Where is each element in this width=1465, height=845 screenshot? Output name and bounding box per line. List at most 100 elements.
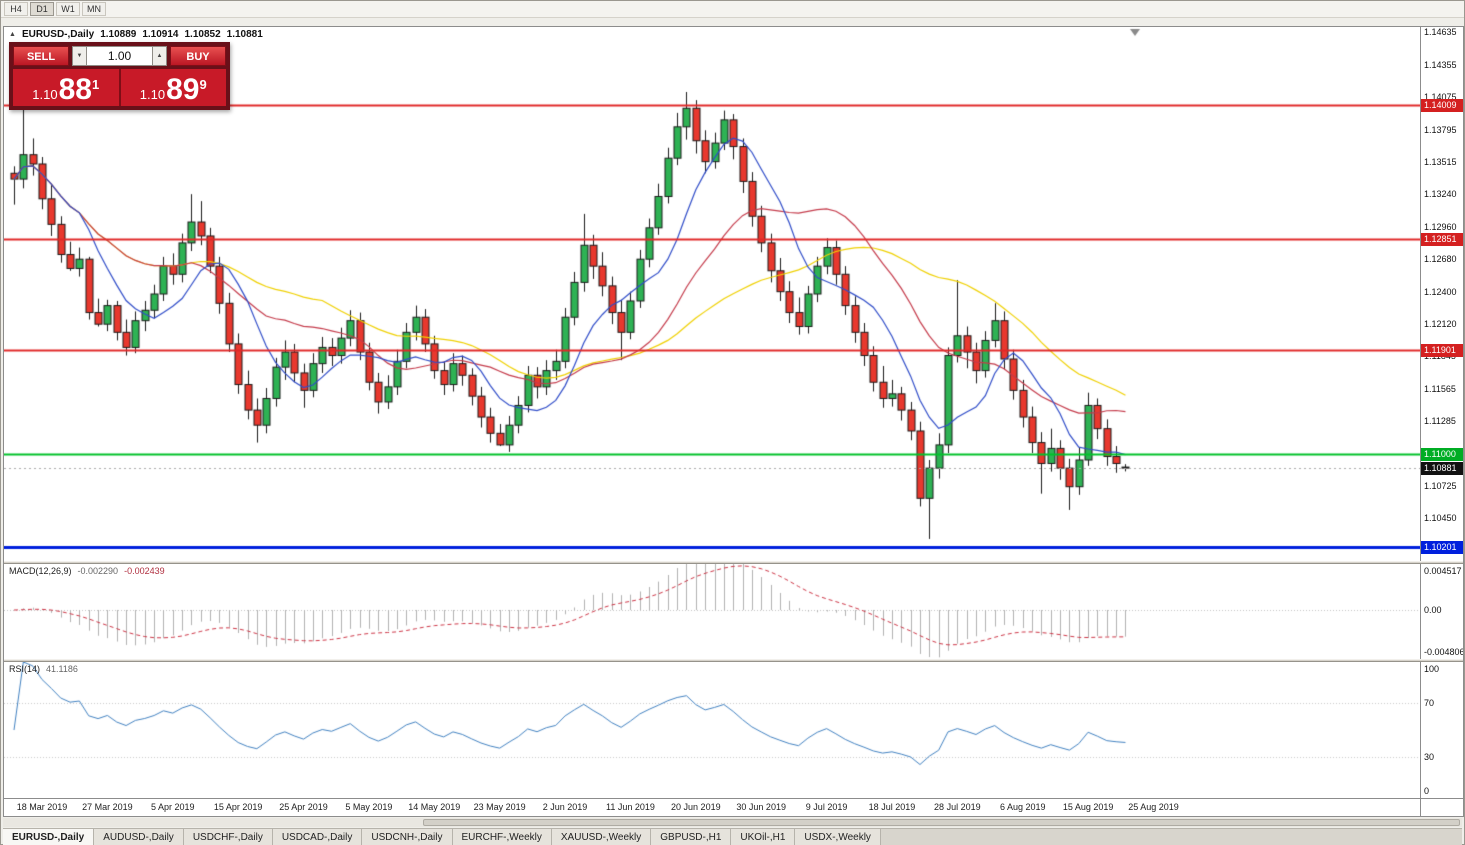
macd-plot[interactable]: MACD(12,26,9) -0.002290 -0.002439 [4, 564, 1420, 659]
price-tag: 1.12851 [1421, 233, 1463, 247]
main-chart-panel: ▲ EURUSD-,Daily 1.10889 1.10914 1.10852 … [4, 27, 1463, 561]
chart-tabbar: EURUSD-,Daily AUDUSD-,Daily USDCHF-,Daily U… [3, 828, 1462, 845]
sell-price-pips: 88 [58, 73, 92, 106]
rsi-scale-label: 30 [1424, 752, 1435, 763]
volume-decrease-button[interactable]: ▼ [72, 46, 87, 66]
time-label: 5 May 2019 [345, 802, 393, 812]
price-tick: 1.10450 [1424, 513, 1457, 524]
chart-tab-usdcad-daily[interactable]: USDCAD-,Daily [272, 829, 363, 845]
timeframe-button-mn[interactable]: MN [82, 2, 106, 16]
scrollbar-thumb[interactable] [423, 819, 1460, 826]
one-click-collapse-icon[interactable]: ▲ [9, 31, 16, 38]
main-price-scale[interactable]: 1.14635 1.14355 1.14075 1.13795 1.13515 1.132… [1420, 27, 1463, 561]
panel-splitter-2[interactable] [4, 659, 1463, 662]
main-plot[interactable]: ▲ EURUSD-,Daily 1.10889 1.10914 1.10852 … [4, 27, 1420, 561]
price-tag: 1.14009 [1421, 98, 1463, 112]
rsi-canvas[interactable] [4, 662, 1420, 798]
timeframe-button-d1[interactable]: D1 [30, 2, 54, 16]
buy-price-base: 1.10 [139, 87, 166, 102]
macd-scale[interactable]: 0.004517 0.00 -0.004806 [1420, 564, 1463, 659]
rsi-scale-label: 0 [1424, 786, 1430, 796]
price-tick: 1.12120 [1424, 319, 1457, 330]
price-tag: 1.10881 [1421, 462, 1463, 475]
time-label: 11 Jun 2019 [605, 802, 655, 812]
timeframe-button-w1[interactable]: W1 [56, 2, 80, 16]
triangle-up-icon: ▲ [156, 53, 163, 59]
buy-button[interactable]: BUY [170, 46, 226, 66]
timeframe-toolbar: H4 D1 W1 MN [1, 1, 1464, 18]
time-label: 18 Mar 2019 [16, 802, 68, 812]
price-tick: 1.13795 [1424, 124, 1457, 135]
time-label: 9 Jul 2019 [805, 802, 848, 812]
main-chart-canvas[interactable] [4, 27, 1420, 561]
price-tick: 1.11565 [1424, 383, 1456, 394]
chart-window: ▲ EURUSD-,Daily 1.10889 1.10914 1.10852 … [3, 26, 1464, 817]
horizontal-scrollbar[interactable] [3, 818, 1462, 827]
time-label: 28 Jul 2019 [934, 802, 981, 812]
macd-scale-label: 0.004517 [1424, 566, 1462, 576]
rsi-panel: RSI(14) 41.1186 100 70 30 0 [4, 662, 1463, 798]
time-label: 23 May 2019 [473, 802, 526, 812]
chart-tab-gbpusd-h1[interactable]: GBPUSD-,H1 [651, 829, 732, 845]
ohlc-close-value: 1.10881 [226, 29, 263, 40]
chart-tab-eurchf-weekly[interactable]: EURCHF-,Weekly [452, 829, 552, 845]
one-click-trading-panel: SELL ▼ 1.00 ▲ BUY [9, 42, 230, 110]
buy-price-point: 9 [199, 77, 207, 92]
time-label: 20 Jun 2019 [671, 802, 721, 812]
price-tick: 1.13240 [1424, 189, 1457, 200]
price-tick: 1.14075 [1424, 92, 1457, 103]
chart-tab-usdx-weekly[interactable]: USDX-,Weekly [795, 829, 881, 845]
timeframe-button-h4[interactable]: H4 [4, 2, 28, 16]
macd-panel: MACD(12,26,9) -0.002290 -0.002439 0.0045… [4, 564, 1463, 659]
time-label: 2 Jun 2019 [542, 802, 588, 812]
price-tick: 1.14635 [1424, 27, 1457, 38]
time-axis-row: 18 Mar 2019 27 Mar 2019 5 Apr 2019 15 Apr 2… [4, 798, 1463, 816]
rsi-value: 41.1186 [46, 664, 78, 674]
rsi-plot[interactable]: RSI(14) 41.1186 [4, 662, 1420, 798]
chart-tab-audusd-daily[interactable]: AUDUSD-,Daily [94, 829, 184, 845]
time-label: 5 Apr 2019 [150, 802, 195, 812]
price-tick: 1.14355 [1424, 59, 1457, 70]
chart-symbol-label: EURUSD-,Daily [21, 29, 95, 40]
triangle-down-icon: ▼ [76, 53, 83, 59]
price-tick: 1.13515 [1424, 157, 1457, 168]
volume-increase-button[interactable]: ▲ [152, 46, 167, 66]
rsi-scale-label: 70 [1424, 697, 1435, 708]
rsi-scale[interactable]: 100 70 30 0 [1420, 662, 1463, 798]
price-tick: 1.11285 [1424, 416, 1456, 427]
price-tick: 1.12680 [1424, 254, 1457, 265]
price-tag: 1.10201 [1421, 540, 1463, 554]
chart-title: ▲ EURUSD-,Daily 1.10889 1.10914 1.10852 … [9, 29, 263, 40]
macd-scale-label: -0.004806 [1424, 647, 1463, 657]
sell-button[interactable]: SELL [13, 46, 69, 66]
time-axis[interactable]: 18 Mar 2019 27 Mar 2019 5 Apr 2019 15 Apr 2… [4, 799, 1420, 816]
time-label: 27 Mar 2019 [82, 802, 133, 812]
macd-signal-value: -0.002439 [124, 566, 165, 576]
rsi-scale-label: 100 [1424, 664, 1440, 674]
chart-tab-usdchf-daily[interactable]: USDCHF-,Daily [183, 829, 273, 845]
chart-tab-eurusd-daily[interactable]: EURUSD-,Daily [3, 829, 95, 845]
price-tag: 1.11000 [1421, 448, 1463, 462]
chart-tab-usdcnh-daily[interactable]: USDCNH-,Daily [362, 829, 453, 845]
price-tick: 1.12400 [1424, 286, 1457, 297]
sell-price-base: 1.10 [32, 87, 58, 102]
buy-price-display[interactable]: 1.10 89 9 [120, 69, 226, 106]
volume-input[interactable]: 1.00 [87, 46, 152, 66]
time-axis-corner [1420, 799, 1463, 816]
price-tick: 1.12960 [1424, 221, 1457, 232]
macd-canvas[interactable] [4, 564, 1420, 659]
time-label: 30 Jun 2019 [736, 802, 786, 812]
ohlc-high-value: 1.10914 [142, 29, 179, 40]
chart-tab-xauusd-weekly[interactable]: XAUUSD-,Weekly [551, 829, 652, 845]
time-label: 15 Aug 2019 [1062, 802, 1114, 812]
ohlc-open-value: 1.10889 [100, 29, 137, 40]
sell-price-display[interactable]: 1.10 88 1 [13, 69, 121, 106]
chart-tab-ukoil-h1[interactable]: UKOil-,H1 [731, 829, 796, 845]
rsi-label: RSI(14) 41.1186 [9, 664, 78, 674]
time-label: 14 May 2019 [408, 802, 461, 812]
time-label: 18 Jul 2019 [868, 802, 916, 812]
panel-splitter-1[interactable] [4, 561, 1463, 564]
macd-main-value: -0.002290 [77, 566, 119, 576]
volume-control: ▼ 1.00 ▲ [72, 46, 167, 66]
